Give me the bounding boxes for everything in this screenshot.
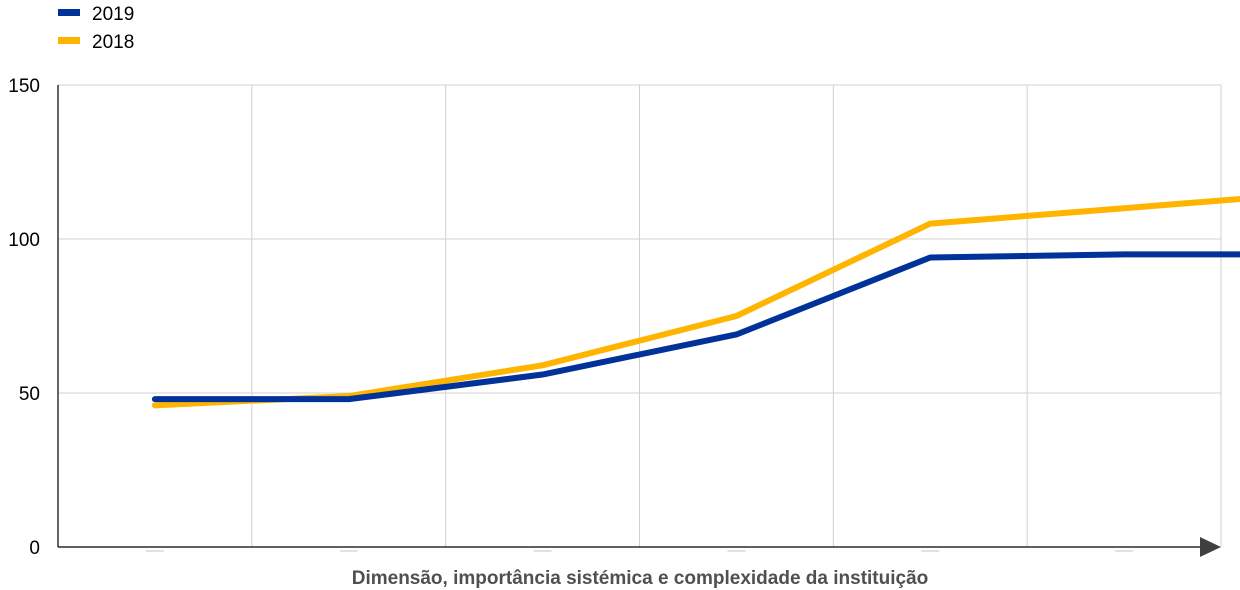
y-tick-label: 0: [29, 538, 40, 559]
legend-label-2018: 2018: [92, 32, 134, 53]
series-layer: [151, 195, 1240, 409]
x-axis: [58, 537, 1221, 557]
y-tick-label: 150: [8, 76, 40, 97]
legend-swatch-2019: [58, 9, 80, 16]
gridlines: [57, 84, 1222, 548]
y-axis: 0 50 100 150: [8, 76, 59, 559]
x-axis-arrow: [1200, 537, 1221, 557]
series-line-2018: [151, 195, 1240, 409]
legend-label-2019: 2019: [92, 4, 134, 25]
y-tick-label: 50: [19, 384, 40, 405]
legend: 2019 2018: [58, 4, 134, 53]
x-axis-label: Dimensão, importância sistémica e comple…: [352, 568, 929, 589]
legend-swatch-2018: [58, 37, 80, 44]
y-tick-label: 100: [8, 230, 40, 251]
